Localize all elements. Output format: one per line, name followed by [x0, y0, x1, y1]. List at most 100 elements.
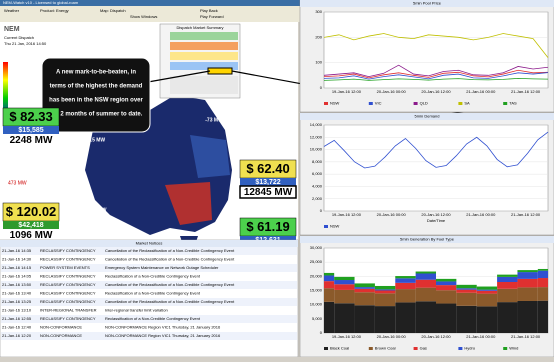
series-line [323, 72, 549, 80]
cumulative-box [3, 221, 59, 229]
notice-cell: RECLASSIFY CONTINGENCY [40, 257, 96, 262]
weather-button[interactable]: Weather [4, 8, 20, 13]
notice-row[interactable] [1, 264, 297, 272]
interconnector-flow: 0 MW [93, 207, 106, 213]
area-segment [456, 288, 477, 290]
area-segment [415, 273, 436, 280]
notice-row[interactable] [1, 272, 297, 281]
legend-swatch[interactable] [503, 347, 508, 350]
series-line [323, 77, 549, 81]
notice-cell: POWER SYSTEM EVENTS [40, 265, 90, 270]
area-segment [324, 288, 335, 302]
x-tick-label: 19-Jan-16 12:00 [332, 334, 362, 339]
series-line [323, 33, 549, 58]
charts: 5min Pool Price 0 100 200 300 19-Jan-16 12:00… [299, 0, 554, 358]
x-tick-label: 21-Jan-16 00:00 [466, 89, 496, 94]
notice-cell: 21-Jan-16 14:30 [2, 257, 32, 262]
notice-row[interactable] [1, 298, 297, 306]
area-segment [354, 292, 375, 306]
area-segment [324, 301, 335, 333]
cumulative-box [240, 178, 296, 186]
legend-label[interactable]: TAS [509, 101, 517, 106]
area-segment [476, 286, 498, 290]
legend-label[interactable]: Black Coal [330, 346, 349, 351]
notice-row[interactable] [1, 289, 297, 298]
play-back-button[interactable]: Play Back [200, 8, 218, 13]
table-cell [170, 42, 238, 50]
chart-header [300, 113, 554, 120]
notice-cell: RECLASSIFY CONTINGENCY [40, 248, 96, 253]
notice-row[interactable] [1, 315, 297, 323]
notice-cell: 21-Jan-16 14:35 [2, 248, 32, 253]
legend-swatch[interactable] [324, 347, 328, 350]
area-segment [374, 289, 396, 291]
notice-row[interactable] [1, 332, 297, 340]
notice-cell: 21-Jan-16 13:50 [2, 282, 32, 287]
notice-cell: 21-Jan-16 12:55 [2, 316, 32, 321]
notice-cell: Cancellation of the Reclassification of … [105, 282, 235, 287]
legend-label[interactable]: Hydro [464, 346, 475, 351]
legend-swatch[interactable] [324, 225, 328, 228]
legend-swatch[interactable] [368, 102, 373, 105]
area-segment [497, 288, 518, 303]
notice-cell: NON-CONFORMANCE Region VIC1 Thursday, 21… [105, 333, 221, 338]
legend-swatch[interactable] [503, 102, 508, 105]
legend-label[interactable]: NSW [330, 101, 340, 106]
legend-swatch[interactable] [413, 102, 418, 105]
notice-cell: RECLASSIFY CONTINGENCY [40, 291, 96, 296]
area-segment [395, 278, 416, 283]
table-cell [170, 62, 238, 70]
area-segment [354, 288, 375, 293]
legend-label[interactable]: SA [464, 101, 470, 106]
notices-title: Market Notices [136, 241, 163, 246]
x-tick-label: 21-Jan-16 00:00 [466, 334, 496, 339]
table-cell [170, 32, 238, 40]
chart-title: 5min Pool Price [413, 1, 442, 6]
show-windows-check[interactable]: Show Windows [130, 14, 157, 19]
area-segment [415, 271, 436, 274]
notice-row[interactable] [1, 255, 297, 264]
callout-text: A new mark-to-be-beaten, in terms of the … [49, 70, 143, 118]
legend-swatch[interactable] [324, 102, 328, 105]
area-segment [415, 287, 436, 302]
play-forward-button[interactable]: Play Forward [200, 14, 224, 19]
demand: 12845 MW [244, 187, 293, 198]
y-tick-label: 14,000 [310, 122, 323, 127]
area-segment [456, 292, 477, 306]
y-tick-label: 10,000 [310, 302, 323, 307]
legend-swatch[interactable] [413, 347, 418, 350]
table-cell [170, 76, 238, 94]
logo: NEM [4, 26, 20, 33]
notice-cell: 21-Jan-16 12:20 [2, 333, 32, 338]
area-segment [476, 293, 498, 307]
legend-label[interactable]: QLD [420, 101, 428, 106]
vic-region [165, 182, 212, 225]
highlight-cell [207, 67, 233, 75]
notice-row[interactable] [1, 281, 297, 289]
area-segment [374, 306, 396, 333]
legend-swatch[interactable] [458, 347, 463, 350]
product-select[interactable]: Product: Energy [40, 8, 69, 13]
notice-row[interactable] [1, 247, 297, 255]
notice-row[interactable] [1, 323, 297, 332]
legend-label[interactable]: NSW [330, 224, 340, 229]
y-tick-label: 8,000 [312, 159, 323, 164]
y-tick-label: 0 [320, 330, 323, 335]
cumulative-price: $42,418 [18, 222, 43, 229]
area-segment [497, 274, 518, 277]
legend-label[interactable]: Brown Coal [375, 346, 396, 351]
map-select[interactable]: Map: Dispatch [100, 8, 126, 13]
chart-title: 5min Generation By Fuel Type [400, 237, 455, 242]
x-tick-label: 21-Jan-16 12:00 [511, 89, 541, 94]
legend-label[interactable]: Wind [509, 346, 518, 351]
notice-row[interactable] [1, 306, 297, 315]
x-tick-label: 21-Jan-16 12:00 [511, 212, 541, 217]
area-segment [374, 290, 396, 294]
legend-swatch[interactable] [368, 347, 373, 350]
interconnector-flow: -73 MW [205, 117, 223, 123]
legend-label[interactable]: Gas [420, 346, 427, 351]
legend-swatch[interactable] [458, 102, 463, 105]
legend-label[interactable]: VIC [375, 101, 382, 106]
